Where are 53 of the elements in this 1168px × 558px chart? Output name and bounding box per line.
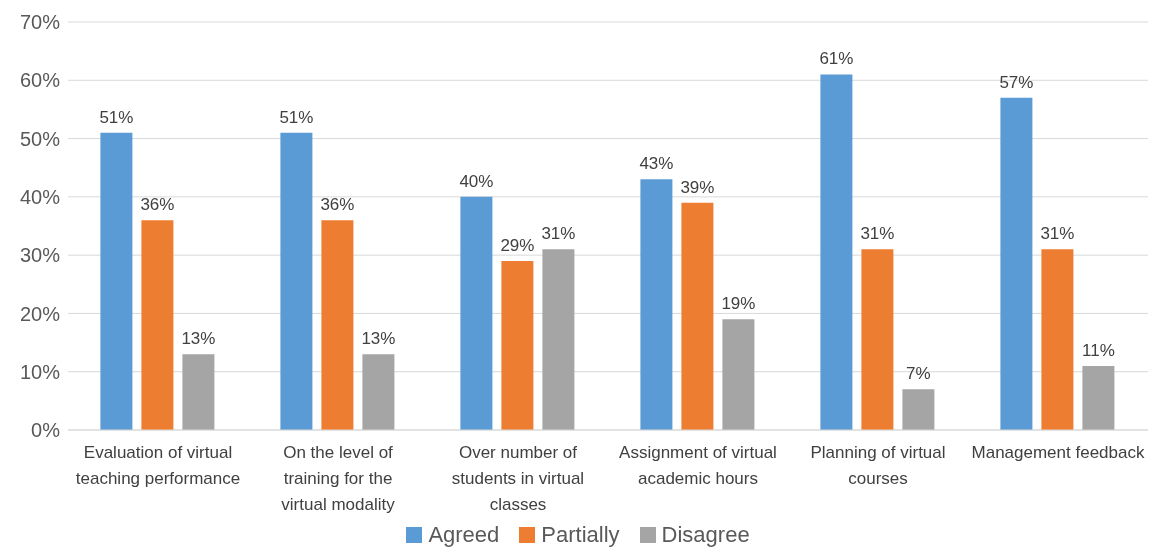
data-label: 7% <box>906 364 931 384</box>
y-tick-label: 60% <box>19 69 61 92</box>
bar <box>902 389 935 430</box>
data-label: 39% <box>680 177 715 197</box>
x-tick-label: On the level of training for the virtual modality <box>281 443 396 514</box>
y-tick-label: 40% <box>19 185 61 208</box>
data-label: 57% <box>999 72 1034 92</box>
legend-label: Agreed <box>428 522 500 548</box>
bar <box>820 74 853 430</box>
bar <box>1000 97 1033 430</box>
data-label: 36% <box>320 195 355 215</box>
data-label: 13% <box>181 329 216 349</box>
y-tick-label: 20% <box>19 302 61 325</box>
bar <box>362 354 395 430</box>
y-tick-label: 0% <box>31 419 61 442</box>
y-tick-label: 30% <box>19 244 61 267</box>
data-label: 61% <box>819 49 854 69</box>
bar <box>182 354 215 430</box>
data-label: 36% <box>140 195 175 215</box>
data-label: 31% <box>1040 224 1075 244</box>
bar <box>280 132 313 430</box>
x-tick-label: Evaluation of virtual teaching performance <box>75 443 241 488</box>
bar <box>100 132 133 430</box>
bar <box>681 202 714 430</box>
data-label: 11% <box>1082 340 1115 360</box>
bar <box>1041 249 1074 430</box>
bar <box>501 260 534 430</box>
bar <box>542 249 575 430</box>
bar <box>460 196 493 430</box>
data-label: 29% <box>500 235 535 255</box>
legend-label: Disagree <box>661 522 750 548</box>
x-tick-label: Management feedback <box>971 443 1145 462</box>
bar <box>1082 365 1115 430</box>
data-label: 13% <box>361 329 396 349</box>
bar <box>861 249 894 430</box>
data-label: 19% <box>721 294 756 314</box>
bar <box>141 220 174 430</box>
data-label: 43% <box>639 154 674 174</box>
x-tick-label: Planning of virtual courses <box>810 443 946 488</box>
y-tick-label: 70% <box>19 11 61 34</box>
y-tick-label: 10% <box>19 360 61 383</box>
bar <box>722 319 755 430</box>
data-label: 51% <box>279 107 314 127</box>
x-tick-label: Assignment of virtual academic hours <box>619 443 777 488</box>
data-label: 31% <box>541 224 576 244</box>
y-tick-label: 50% <box>19 127 61 150</box>
bar <box>640 179 673 430</box>
x-tick-label: Over number of students in virtual classes <box>451 443 585 514</box>
data-label: 40% <box>459 171 494 191</box>
data-label: 31% <box>860 224 895 244</box>
legend-label: Partially <box>541 522 620 548</box>
data-label: 51% <box>99 107 134 127</box>
bar <box>321 220 354 430</box>
